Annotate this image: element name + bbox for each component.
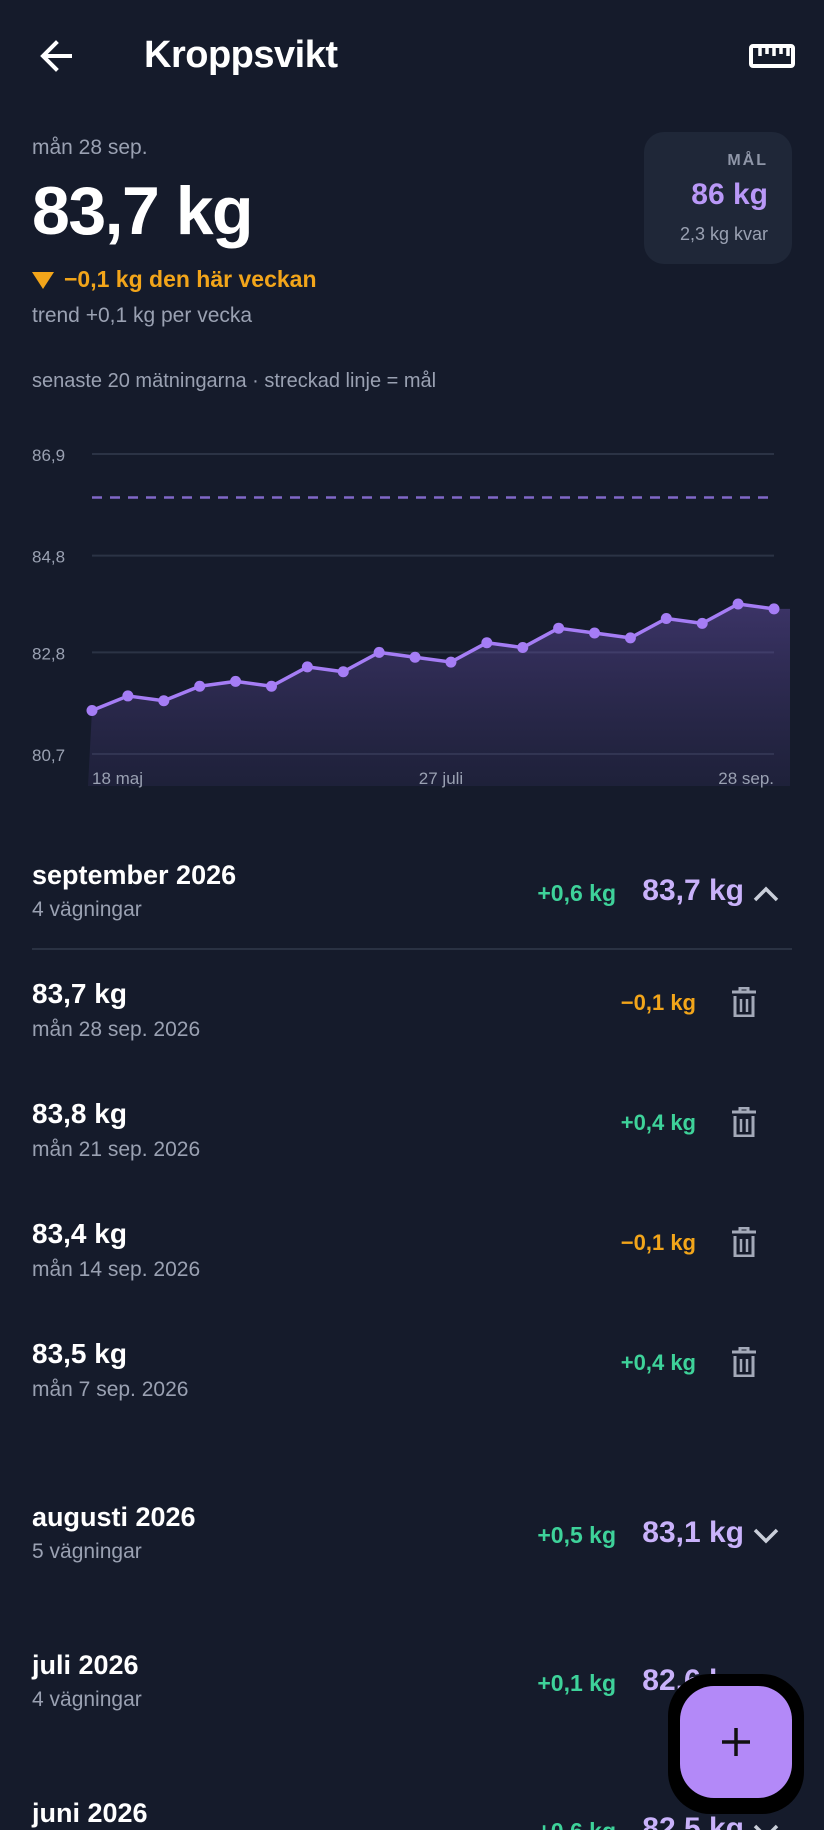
month-title: juli 2026 [32, 1650, 139, 1680]
trash-icon [732, 987, 756, 1017]
data-point [553, 622, 565, 634]
y-tick-label: 84,8 [32, 548, 65, 567]
entry-date: mån 28 sep. 2026 [32, 1018, 201, 1041]
data-point [301, 661, 313, 673]
data-point [624, 632, 636, 644]
down-triangle-icon [32, 272, 54, 289]
goal-remaining: 2,3 kg kvar [679, 224, 768, 244]
data-point [481, 637, 493, 649]
week-change: −0,1 kg den här veckan [32, 266, 317, 293]
data-point [265, 680, 277, 692]
weight-series-line [91, 602, 775, 713]
weight-entry[interactable]: 83,5 kg mån 7 sep. 2026 +0,4 kg [0, 1338, 824, 1438]
month-title: augusti 2026 [32, 1502, 196, 1532]
data-point [732, 598, 744, 610]
month-header-september[interactable]: september 2026 4 vägningar +0,6 kg 83,7 … [0, 860, 824, 960]
weight-entry[interactable]: 83,8 kg mån 21 sep. 2026 +0,4 kg [0, 1098, 824, 1198]
trash-icon [732, 1347, 756, 1377]
latest-date: mån 28 sep. [32, 136, 148, 159]
data-point [86, 704, 98, 716]
data-point [122, 690, 134, 702]
data-point [158, 695, 170, 707]
data-point [194, 680, 206, 692]
weight-entry[interactable]: 83,4 kg mån 14 sep. 2026 −0,1 kg [0, 1218, 824, 1318]
weight-chart: 86,9 84,8 82,8 80,7 18 maj 27 juli 28 sep. [32, 446, 790, 788]
entry-date: mån 7 sep. 2026 [32, 1378, 189, 1401]
chevron-down-icon [753, 1528, 779, 1544]
month-count: 4 vägningar [32, 898, 142, 921]
month-count: 4 vägningar [32, 1688, 142, 1711]
month-change: +0,6 kg [537, 880, 616, 906]
trend-text: trend +0,1 kg per vecka [32, 304, 253, 327]
entry-change: +0,4 kg [620, 1110, 696, 1135]
data-point [230, 675, 242, 687]
data-point [409, 651, 421, 663]
entry-weight: 83,4 kg [32, 1218, 127, 1249]
month-weight: 82,5 kg [642, 1812, 744, 1830]
delete-button[interactable] [722, 1218, 766, 1266]
data-point [517, 642, 529, 654]
entry-weight: 83,8 kg [32, 1098, 127, 1129]
chevron-down-icon [753, 1824, 779, 1830]
plus-icon [722, 1728, 750, 1756]
expand-button[interactable] [748, 1518, 784, 1554]
entry-weight: 83,7 kg [32, 978, 127, 1009]
trash-icon [732, 1227, 756, 1257]
month-change: +0,5 kg [537, 1522, 616, 1548]
data-point [337, 666, 349, 678]
x-tick-label: 18 maj [92, 769, 143, 788]
data-point [768, 603, 780, 615]
arrow-left-icon [40, 40, 72, 72]
delete-button[interactable] [722, 1098, 766, 1146]
month-header-august[interactable]: augusti 2026 5 vägningar +0,5 kg 83,1 kg [0, 1502, 824, 1602]
data-point [696, 617, 708, 629]
collapse-button[interactable] [748, 876, 784, 912]
week-change-text: −0,1 kg den här veckan [64, 266, 317, 292]
month-weight: 83,7 kg [642, 874, 744, 907]
ruler-icon [749, 44, 795, 68]
weight-entry[interactable]: 83,7 kg mån 28 sep. 2026 −0,1 kg [0, 978, 824, 1078]
entry-weight: 83,5 kg [32, 1338, 127, 1369]
goal-card[interactable]: MÅL 86 kg 2,3 kg kvar [644, 132, 792, 264]
data-point [660, 613, 672, 625]
entry-change: +0,4 kg [620, 1350, 696, 1375]
data-point [589, 627, 601, 639]
expand-button[interactable] [748, 1814, 784, 1830]
entry-date: mån 14 sep. 2026 [32, 1258, 201, 1281]
entry-change: −0,1 kg [620, 990, 696, 1015]
y-tick-label: 86,9 [32, 446, 65, 465]
chevron-up-icon [753, 886, 779, 902]
top-bar: Kroppsvikt [0, 0, 824, 112]
entry-change: −0,1 kg [620, 1230, 696, 1255]
y-tick-label: 82,8 [32, 644, 65, 663]
data-point [445, 656, 457, 668]
x-tick-label: 27 juli [419, 769, 463, 788]
entry-date: mån 21 sep. 2026 [32, 1138, 201, 1161]
x-tick-label: 28 sep. [718, 769, 774, 788]
trash-icon [732, 1107, 756, 1137]
delete-button[interactable] [722, 1338, 766, 1386]
back-button[interactable] [30, 30, 82, 82]
chart-caption: senaste 20 mätningarna · streckad linje … [32, 370, 437, 392]
goal-label: MÅL [727, 152, 768, 169]
y-tick-label: 80,7 [32, 746, 65, 765]
month-title: juni 2026 [32, 1798, 148, 1828]
current-weight: 83,7 kg [32, 173, 254, 249]
delete-button[interactable] [722, 978, 766, 1026]
page-title: Kroppsvikt [144, 34, 338, 76]
measurements-button[interactable] [746, 34, 798, 78]
month-change: +0,1 kg [537, 1670, 616, 1696]
month-change: +0,6 kg [537, 1818, 616, 1830]
month-weight: 83,1 kg [642, 1516, 744, 1549]
month-count: 5 vägningar [32, 1540, 142, 1563]
chart-area-fill [88, 604, 790, 786]
month-title: september 2026 [32, 860, 237, 890]
goal-value: 86 kg [691, 178, 768, 211]
data-point [373, 646, 385, 658]
add-weight-button[interactable] [680, 1686, 792, 1798]
divider [32, 948, 792, 950]
